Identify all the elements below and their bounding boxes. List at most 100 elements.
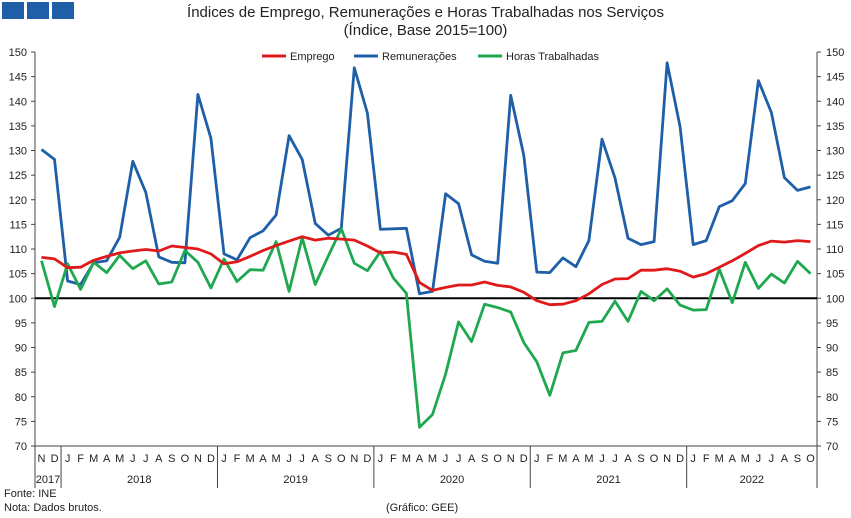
series-line-horas-trabalhadas xyxy=(40,227,812,429)
series-line-remuneracoes xyxy=(40,61,811,296)
x-month-label: J xyxy=(599,453,605,465)
y-tick-label-left: 130 xyxy=(9,146,27,158)
x-month-label: D xyxy=(520,453,528,465)
x-month-label: J xyxy=(65,453,71,465)
x-month-label: M xyxy=(715,453,724,465)
legend-label-horas: Horas Trabalhadas xyxy=(506,51,599,63)
x-month-label: N xyxy=(38,453,46,465)
x-month-label: J xyxy=(443,453,449,465)
y-tick-label-left: 100 xyxy=(9,293,27,305)
x-month-label: J xyxy=(286,453,292,465)
x-month-label: S xyxy=(794,453,801,465)
chart-title-block: Índices de Emprego, Remunerações e Horas… xyxy=(0,4,851,40)
y-tick-label-right: 125 xyxy=(826,170,844,182)
source-note: Fonte: INE xyxy=(4,488,57,500)
legend-label-emprego: Emprego xyxy=(290,51,335,63)
x-month-label: A xyxy=(416,453,424,465)
y-tick-label-left: 125 xyxy=(9,170,27,182)
legend: Emprego Remunerações Horas Trabalhadas xyxy=(262,51,599,63)
y-tick-label-right: 85 xyxy=(826,367,838,379)
x-year-label: 2018 xyxy=(127,474,151,486)
y-tick-label-right: 130 xyxy=(826,146,844,158)
y-tick-label-right: 80 xyxy=(826,392,838,404)
y-tick-label-right: 135 xyxy=(826,121,844,133)
y-axis-left: 70 75 80 85 90 95 100 105 110 115 120 125 130 135 140 1… xyxy=(9,47,36,453)
x-year-label: 2020 xyxy=(440,474,464,486)
x-month-label: O xyxy=(806,453,815,465)
x-month-label: A xyxy=(729,453,737,465)
x-month-label: O xyxy=(493,453,502,465)
x-month-label: F xyxy=(77,453,84,465)
y-tick-label-right: 145 xyxy=(826,72,844,84)
x-month-label: M xyxy=(245,453,254,465)
logo-square xyxy=(52,2,74,19)
x-month-label: D xyxy=(363,453,371,465)
y-tick-label-right: 95 xyxy=(826,318,838,330)
x-month-label: F xyxy=(234,453,241,465)
x-month-label: M xyxy=(584,453,593,465)
x-year-label: 2021 xyxy=(596,474,620,486)
x-month-label: J xyxy=(769,453,775,465)
logo-square xyxy=(2,2,24,19)
x-month-label: F xyxy=(390,453,397,465)
x-month-label: N xyxy=(350,453,358,465)
y-tick-label-right: 100 xyxy=(826,293,844,305)
x-month-label: A xyxy=(624,453,632,465)
y-tick-label-left: 110 xyxy=(9,244,27,256)
x-year-label: 2019 xyxy=(283,474,307,486)
x-month-label: O xyxy=(650,453,659,465)
x-month-label: J xyxy=(456,453,462,465)
y-tick-label-left: 85 xyxy=(15,367,27,379)
y-tick-label-left: 115 xyxy=(9,219,27,231)
x-month-label: N xyxy=(507,453,515,465)
y-tick-label-left: 75 xyxy=(15,416,27,428)
x-month-label: J xyxy=(143,453,149,465)
x-month-label: D xyxy=(207,453,215,465)
logo-square xyxy=(27,2,49,19)
y-tick-label-right: 90 xyxy=(826,343,838,355)
y-tick-label-left: 120 xyxy=(9,195,27,207)
x-month-label: S xyxy=(168,453,175,465)
x-month-label: J xyxy=(534,453,540,465)
y-tick-label-right: 110 xyxy=(826,244,844,256)
data-note: Nota: Dados brutos. xyxy=(4,502,102,514)
x-month-label: M xyxy=(272,453,281,465)
x-month-label: M xyxy=(402,453,411,465)
y-tick-label-right: 70 xyxy=(826,441,838,453)
y-grid-ticks xyxy=(31,51,821,447)
x-month-label: A xyxy=(155,453,163,465)
x-month-label: A xyxy=(468,453,476,465)
y-tick-label-right: 120 xyxy=(826,195,844,207)
y-tick-label-left: 80 xyxy=(15,392,27,404)
y-tick-label-left: 145 xyxy=(9,72,27,84)
y-tick-label-left: 150 xyxy=(9,47,27,59)
x-month-label: A xyxy=(103,453,111,465)
x-month-label: A xyxy=(781,453,789,465)
x-month-label: M xyxy=(428,453,437,465)
chart-subtitle: (Índice, Base 2015=100) xyxy=(343,22,508,39)
logo xyxy=(2,2,74,19)
x-month-label: M xyxy=(115,453,124,465)
x-month-label: F xyxy=(546,453,553,465)
chart-title: Índices de Emprego, Remunerações e Horas… xyxy=(187,4,664,21)
x-month-label: M xyxy=(741,453,750,465)
x-month-label: A xyxy=(259,453,267,465)
series-line-emprego xyxy=(41,235,811,307)
y-tick-label-right: 105 xyxy=(826,269,844,281)
x-month-label: A xyxy=(312,453,320,465)
y-tick-label-right: 75 xyxy=(826,416,838,428)
x-month-label: M xyxy=(558,453,567,465)
credit-note: (Gráfico: GEE) xyxy=(386,502,459,514)
x-year-label: 2017 xyxy=(36,474,60,486)
x-month-label: N xyxy=(663,453,671,465)
x-month-label: D xyxy=(51,453,59,465)
x-month-label: J xyxy=(221,453,227,465)
y-tick-label-left: 135 xyxy=(9,121,27,133)
x-month-label: J xyxy=(130,453,136,465)
y-tick-label-left: 105 xyxy=(9,269,27,281)
x-month-label: S xyxy=(325,453,332,465)
x-month-label: J xyxy=(299,453,305,465)
x-month-label: S xyxy=(481,453,488,465)
